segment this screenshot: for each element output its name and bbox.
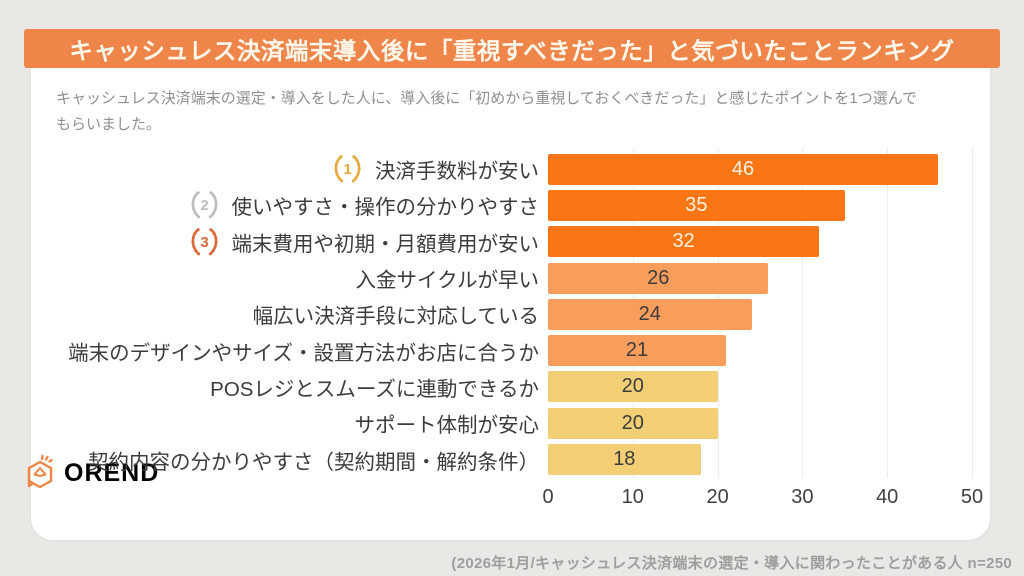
bar-value-label: 20 <box>621 375 644 398</box>
svg-text:3: 3 <box>200 234 208 251</box>
bar-zone: 26 <box>548 262 972 294</box>
content-card <box>31 46 990 540</box>
bar: 20 <box>548 407 718 439</box>
bar-zone: 20 <box>548 407 972 439</box>
bar-zone: 24 <box>548 298 972 330</box>
gridline <box>887 147 889 478</box>
bar-value-label: 24 <box>638 302 661 325</box>
chart-row: 2 使いやすさ・操作の分かりやすさ 35 <box>31 187 990 223</box>
bar: 26 <box>548 262 769 294</box>
row-label-zone: 幅広い決済手段に対応している <box>31 299 548 329</box>
chart-row: 3 端末費用や初期・月額費用が安い 32 <box>31 224 990 260</box>
svg-text:2: 2 <box>200 197 208 214</box>
page-title: キャッシュレス決済端末導入後に「重視すべきだった」と気づいたことランキング <box>69 37 955 64</box>
row-label-zone: 端末のデザインやサイズ・設置方法がお店に合うか <box>31 336 548 366</box>
bar-zone: 18 <box>548 444 972 476</box>
gridline <box>802 147 804 478</box>
bar-category-label: 端末のデザインやサイズ・設置方法がお店に合うか <box>68 341 539 365</box>
bar-category-label: 決済手数料が安い <box>375 160 539 184</box>
chart-row: 契約内容の分かりやすさ（契約期間・解約条件） 18 <box>31 441 990 477</box>
x-axis-ticks: 0 10 20 30 40 50 <box>542 486 983 510</box>
chart-description-line1: キャッシュレス決済端末の選定・導入をした人に、導入後に「初めから重視しておくべき… <box>56 90 917 107</box>
chart-row: 1 決済手数料が安い 46 <box>31 151 990 187</box>
gridline <box>972 147 973 478</box>
row-label-zone: POSレジとスムーズに連動できるか <box>31 372 548 402</box>
svg-text:1: 1 <box>343 161 351 178</box>
bar: 21 <box>548 335 727 367</box>
row-label-zone: 入金サイクルが早い <box>31 263 548 293</box>
bar: 18 <box>548 444 701 476</box>
bar-zone: 32 <box>548 226 972 258</box>
bar-category-label: 使いやすさ・操作の分かりやすさ <box>231 196 540 220</box>
rank-3-bronze-medal-icon: 3 <box>191 227 217 256</box>
chart-description: キャッシュレス決済端末の選定・導入をした人に、導入後に「初めから重視しておくべき… <box>56 86 976 138</box>
orend-logo-icon <box>27 455 53 489</box>
chart-row: 幅広い決済手段に対応している 24 <box>31 296 990 332</box>
bar-value-label: 46 <box>731 157 755 180</box>
bar-category-label: 入金サイクルが早い <box>355 269 539 293</box>
bar-value-label: 32 <box>672 230 695 253</box>
bar-zone: 21 <box>548 335 972 367</box>
bar: 32 <box>548 226 820 258</box>
chart-row: POSレジとスムーズに連動できるか 20 <box>31 369 990 405</box>
bar: 46 <box>548 153 939 185</box>
rank-1-gold-medal-icon: 1 <box>334 155 361 183</box>
row-label-zone: サポート体制が安心 <box>31 408 548 438</box>
bar: 35 <box>548 189 845 221</box>
x-axis-tick-label: 30 <box>791 486 814 508</box>
bar-zone: 35 <box>548 189 972 221</box>
x-axis-tick-label: 40 <box>876 486 899 508</box>
chart-rows: 1 決済手数料が安い 46 2 使いやすさ・操作の分かりやすさ 35 <box>31 151 990 478</box>
chart-row: 入金サイクルが早い 26 <box>31 260 990 296</box>
bar-value-label: 18 <box>613 448 636 471</box>
bar-category-label: 端末費用や初期・月額費用が安い <box>231 232 540 256</box>
bar-value-label: 20 <box>621 411 644 434</box>
x-axis-tick-label: 50 <box>960 486 984 508</box>
title-banner: キャッシュレス決済端末導入後に「重視すべきだった」と気づいたことランキング <box>24 29 1000 68</box>
row-label-zone: 2 使いやすさ・操作の分かりやすさ <box>31 190 548 220</box>
bar-zone: 46 <box>548 153 972 185</box>
row-label-zone: 1 決済手数料が安い <box>31 154 548 184</box>
bar-category-label: 幅広い決済手段に対応している <box>252 305 539 329</box>
orend-logo-text: OREND <box>64 458 160 487</box>
bar-category-label: POSレジとスムーズに連動できるか <box>210 377 539 401</box>
x-axis-tick-label: 20 <box>706 486 729 508</box>
chart-description-line2: もらいました。 <box>56 116 162 133</box>
survey-source-note: (2026年1月/キャッシュレス決済端末の選定・導入に関わったことがある人 n=… <box>451 555 1012 572</box>
bar-category-label: サポート体制が安心 <box>354 414 540 438</box>
rank-2-silver-medal-icon: 2 <box>191 191 217 219</box>
row-label-zone: 契約内容の分かりやすさ（契約期間・解約条件） <box>31 445 548 475</box>
bar-value-label: 26 <box>647 266 670 289</box>
row-label-zone: 3 端末費用や初期・月額費用が安い <box>31 227 548 257</box>
bar: 24 <box>548 298 752 330</box>
bar-category-label: 契約内容の分かりやすさ（契約期間・解約条件） <box>88 450 539 474</box>
orend-logo: OREND <box>24 455 159 491</box>
bar-value-label: 21 <box>625 339 649 362</box>
bar-zone: 20 <box>548 371 972 403</box>
chart-row: 端末のデザインやサイズ・設置方法がお店に合うか 21 <box>31 332 990 368</box>
bar: 20 <box>548 371 718 403</box>
bar-value-label: 35 <box>685 193 708 216</box>
bar-chart: 1 決済手数料が安い 46 2 使いやすさ・操作の分かりやすさ 35 <box>31 147 990 508</box>
x-axis-tick-label: 10 <box>621 486 644 508</box>
x-axis-tick-label: 0 <box>542 486 554 508</box>
chart-row: サポート体制が安心 20 <box>31 405 990 441</box>
